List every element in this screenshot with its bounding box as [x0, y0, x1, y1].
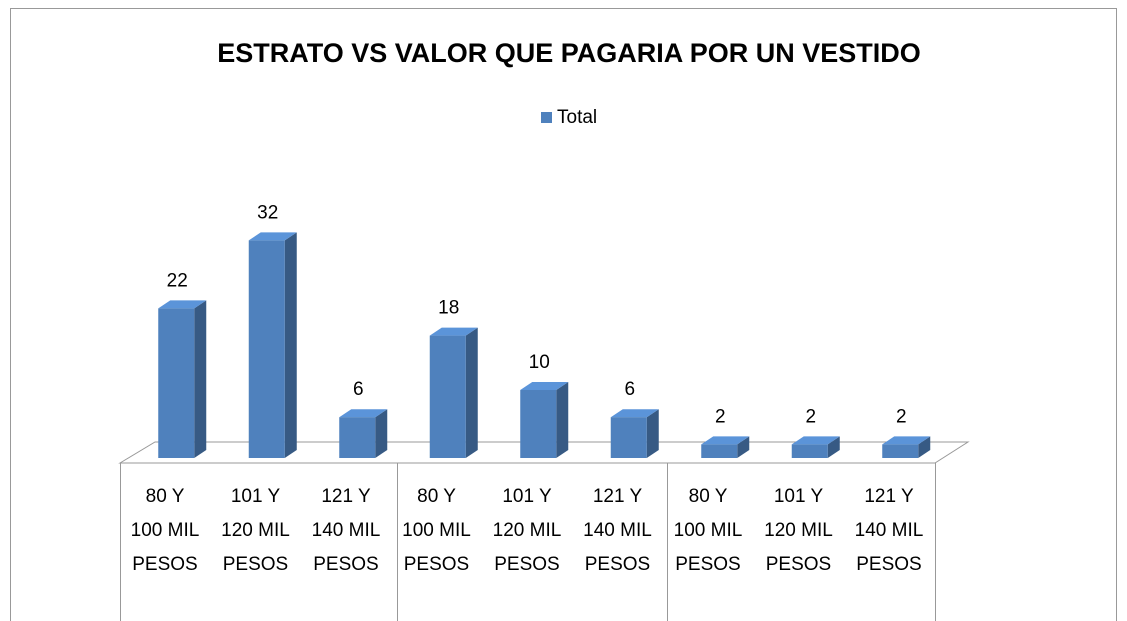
bar-side	[375, 409, 388, 458]
bar-side	[465, 327, 478, 458]
x-tick-label: 121 Y 140 MIL PESOS	[311, 486, 381, 575]
bar	[248, 240, 285, 458]
bar-top	[248, 232, 297, 241]
bar-top	[701, 436, 750, 445]
category-cell: 80 Y 100 MIL PESOS	[663, 480, 753, 582]
legend-label: Total	[557, 107, 597, 128]
category-cell: 80 Y 100 MIL PESOS	[120, 480, 210, 582]
bar	[882, 444, 919, 458]
bar	[791, 444, 828, 458]
bar-side	[918, 436, 931, 458]
bar	[610, 417, 647, 458]
data-label: 32	[257, 202, 278, 223]
x-tick-label: 80 Y 100 MIL PESOS	[402, 486, 471, 575]
data-label: 10	[529, 352, 550, 373]
data-label: 22	[167, 270, 188, 291]
x-tick-label: 121 Y 140 MIL PESOS	[854, 486, 924, 575]
bar	[429, 335, 466, 458]
chart-title: ESTRATO VS VALOR QUE PAGARIA POR UN VEST…	[217, 38, 921, 68]
data-label: 2	[805, 406, 816, 427]
bar	[339, 417, 376, 458]
legend-swatch	[541, 112, 552, 123]
category-cell: 80 Y 100 MIL PESOS	[392, 480, 482, 582]
category-cell: 101 Y 120 MIL PESOS	[754, 480, 844, 582]
data-label: 6	[353, 379, 364, 400]
bar-top	[791, 436, 840, 445]
bar-top	[520, 382, 569, 390]
category-cell: 101 Y 120 MIL PESOS	[211, 480, 301, 582]
bar	[158, 308, 195, 458]
category-cell: 121 Y 140 MIL PESOS	[573, 480, 663, 582]
data-label: 2	[896, 406, 907, 427]
x-tick-label: 80 Y 100 MIL PESOS	[130, 486, 200, 575]
x-tick-label: 121 Y 140 MIL PESOS	[583, 486, 652, 575]
x-tick-label: 101 Y 120 MIL PESOS	[492, 486, 562, 575]
category-cell: 121 Y 140 MIL PESOS	[844, 480, 934, 582]
x-tick-label: 80 Y 100 MIL PESOS	[673, 486, 743, 575]
bar	[520, 390, 557, 458]
bar	[701, 444, 738, 458]
bar-side	[646, 409, 659, 458]
data-label: 18	[438, 298, 459, 319]
data-label: 6	[624, 379, 635, 400]
bar-side	[737, 436, 750, 458]
bar-side	[284, 232, 297, 458]
category-cell: 121 Y 140 MIL PESOS	[301, 480, 391, 582]
bar-top	[339, 409, 388, 418]
category-cell: 101 Y 120 MIL PESOS	[482, 480, 572, 582]
data-label: 2	[715, 406, 726, 427]
bar-top	[610, 409, 659, 418]
x-tick-label: 101 Y 120 MIL PESOS	[221, 486, 290, 575]
bar-top	[882, 436, 931, 445]
x-tick-label: 101 Y 120 MIL PESOS	[764, 486, 833, 575]
bar-side	[827, 436, 840, 458]
bar-top	[429, 327, 478, 336]
bar-side	[194, 300, 207, 458]
bar-side	[556, 382, 569, 458]
chart-frame	[10, 8, 1117, 621]
bar-top	[158, 300, 207, 309]
